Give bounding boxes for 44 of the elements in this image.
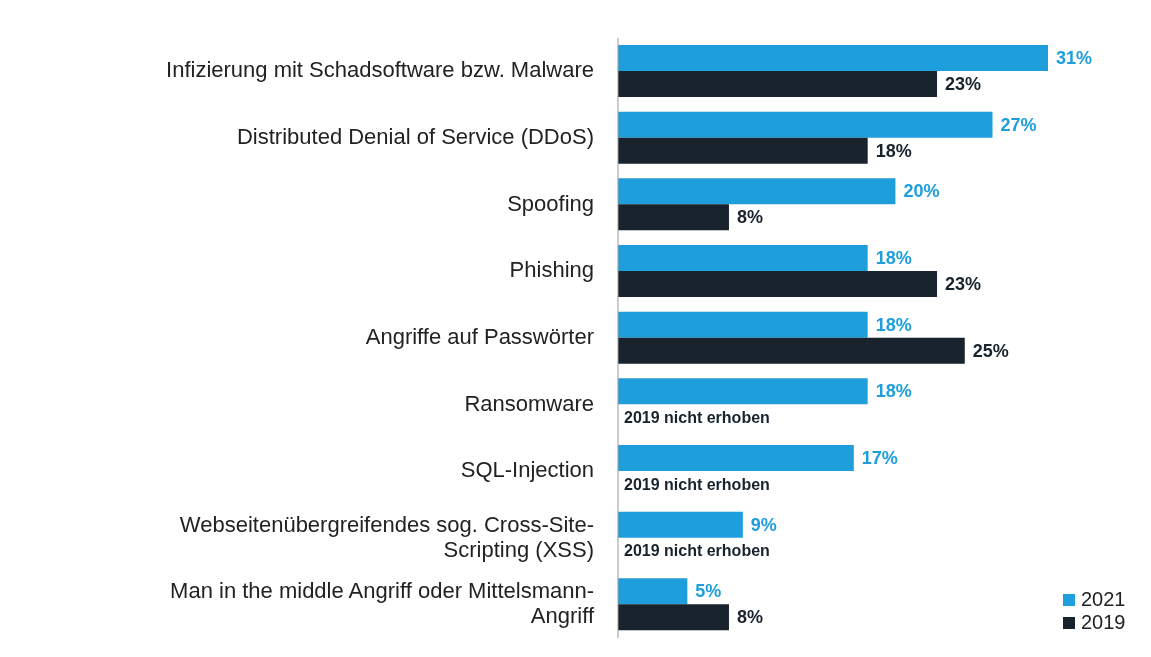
legend-label: 2019: [1080, 611, 1127, 634]
y-tick-label: Ransomware: [464, 390, 594, 416]
y-tick-label: SQL-Injection: [460, 457, 594, 483]
y-tick-label: Infizierung mit Schadsoftware bzw. Malware: [166, 57, 594, 83]
data-label: 17%: [861, 448, 898, 469]
y-tick-label: Man in the middle Angriff oder Mittelsmann-Angriff: [170, 577, 595, 628]
bar: [618, 137, 868, 164]
bar: [618, 204, 729, 231]
data-label: 27%: [1000, 114, 1037, 135]
y-tick-label: Angriffe auf Passwörter: [365, 323, 594, 349]
y-tick-label: Spoofing: [507, 190, 594, 216]
annotation: 2019 nicht erhoben: [624, 408, 770, 426]
data-label: 23%: [945, 74, 982, 95]
data-label: 23%: [945, 274, 982, 295]
data-label: 5%: [695, 581, 722, 602]
y-tick-label: Distributed Denial of Service (DDoS): [236, 123, 594, 149]
annotation: 2019 nicht erhoben: [624, 475, 770, 493]
legend-label: 2021: [1080, 588, 1127, 611]
data-label: 18%: [875, 314, 912, 335]
data-label: 18%: [875, 248, 912, 269]
bar: [618, 245, 868, 271]
y-tick-label: Phishing: [509, 257, 594, 283]
bar: [618, 45, 1048, 71]
data-label: 8%: [736, 607, 763, 628]
bar: [618, 271, 938, 297]
bar: [618, 511, 743, 538]
data-label: 31%: [1056, 48, 1093, 69]
bar: [618, 111, 993, 138]
data-label: 20%: [903, 181, 940, 202]
y-tick-label: Webseitenübergreifendes sog. Cross-Site-Scripting (XSS): [179, 511, 594, 562]
data-label: 18%: [875, 140, 912, 161]
bar: [618, 445, 854, 471]
bar: [618, 311, 868, 338]
bar: [618, 178, 896, 205]
bar: [618, 604, 729, 631]
bar: [618, 378, 868, 405]
data-label: 25%: [972, 340, 1009, 361]
data-label: 8%: [736, 207, 763, 228]
bar: [618, 337, 965, 364]
data-label: 18%: [875, 381, 912, 402]
annotation: 2019 nicht erhoben: [624, 542, 770, 560]
data-label: 9%: [750, 514, 777, 535]
bar: [618, 578, 688, 605]
bar: [618, 71, 938, 97]
